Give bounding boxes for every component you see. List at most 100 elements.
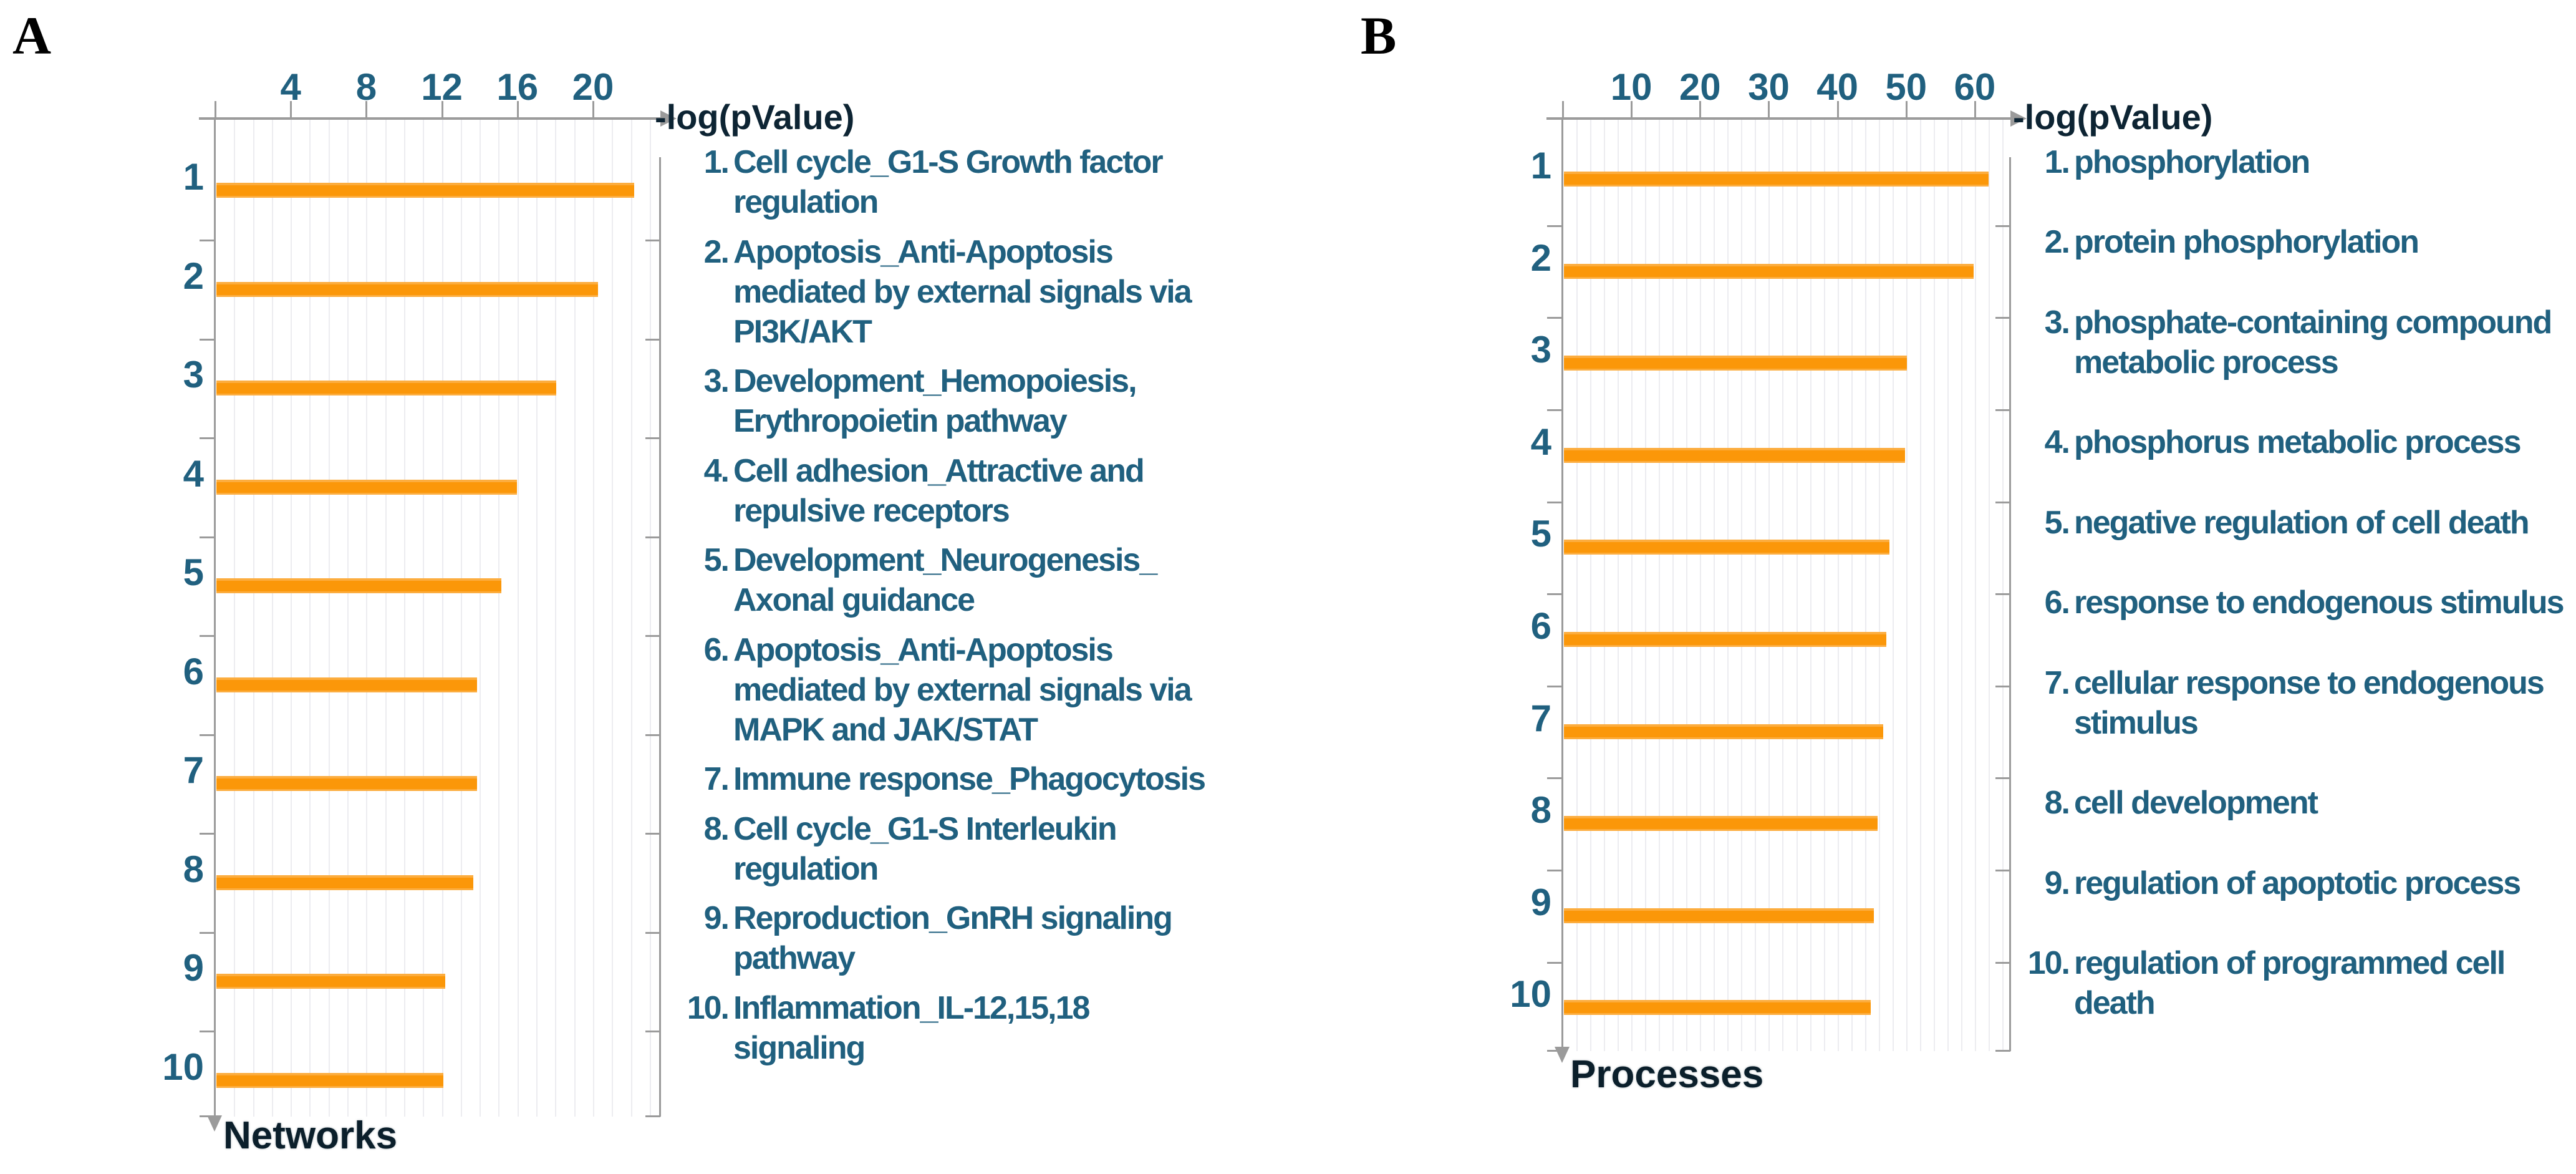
plot-gridline bbox=[498, 120, 500, 1117]
category-axis-tick bbox=[200, 1115, 215, 1117]
list-item-rank: 4. bbox=[2044, 424, 2070, 461]
x-tick-label: 40 bbox=[1816, 66, 1858, 108]
bar bbox=[216, 281, 599, 297]
divider-tick bbox=[1995, 317, 2010, 319]
divider-tick bbox=[645, 1031, 660, 1033]
category-axis-tick bbox=[200, 338, 215, 341]
row-number: 9 bbox=[183, 947, 204, 989]
category-axis-tick bbox=[1547, 409, 1562, 411]
row-number: 9 bbox=[1530, 881, 1551, 923]
x-axis-line bbox=[1546, 117, 2010, 120]
network-term-list: 1. Cell cycle_​G1-S Growth factor regulat… bbox=[666, 142, 1207, 1068]
plot-gridline bbox=[1823, 120, 1825, 1051]
list-item: 6. Apoptosis_​Anti-Apoptosis mediated by … bbox=[666, 630, 1207, 750]
list-item-rank: 10. bbox=[2027, 944, 2070, 981]
x-tick-label: 12 bbox=[421, 66, 463, 108]
x-tick-label: 20 bbox=[572, 66, 614, 108]
category-axis-arrow-icon bbox=[1555, 1047, 1570, 1063]
plot-gridline bbox=[480, 120, 481, 1117]
x-axis-tick bbox=[215, 101, 216, 117]
x-axis-tick bbox=[441, 101, 443, 117]
plot-gridline bbox=[1645, 120, 1647, 1051]
list-item-rank: 7. bbox=[703, 761, 730, 798]
divider-tick bbox=[1995, 409, 2010, 411]
list-item-text: Reproduction_​GnRH signaling pathway bbox=[733, 900, 1173, 977]
x-tick-label: 4 bbox=[280, 66, 301, 108]
bar bbox=[216, 479, 517, 495]
category-axis-line bbox=[214, 117, 216, 1117]
list-item-text: negative regulation of cell death bbox=[2074, 504, 2530, 541]
plot-gridline bbox=[1604, 120, 1606, 1051]
row-number: 6 bbox=[183, 650, 204, 692]
panel-a-label: A bbox=[12, 6, 52, 65]
plot-gridline bbox=[403, 120, 405, 1117]
divider-tick bbox=[645, 833, 660, 835]
plot-gridline bbox=[460, 120, 462, 1117]
row-number: 5 bbox=[1530, 513, 1551, 555]
bar bbox=[216, 183, 634, 198]
plot-gridline bbox=[592, 120, 594, 1117]
list-item-rank: 3. bbox=[2044, 304, 2070, 341]
plot-gridline bbox=[2002, 120, 2004, 1051]
list-item-text: phosphate-containing compound metabolic … bbox=[2074, 304, 2552, 381]
list-item-text: cellular response to endogenous stimulus bbox=[2074, 664, 2545, 741]
row-number: 4 bbox=[183, 452, 204, 495]
list-item-text: Development_​Neurogenesis_​ Axonal guida… bbox=[733, 542, 1157, 619]
category-axis-tick bbox=[200, 635, 215, 638]
x-axis-tick bbox=[516, 101, 519, 117]
x-tick-label: 8 bbox=[355, 66, 377, 108]
divider-tick bbox=[645, 338, 660, 341]
plot-gridline bbox=[1933, 120, 1935, 1051]
list-item-rank: 2. bbox=[2044, 224, 2070, 261]
category-axis-tick bbox=[1547, 501, 1562, 503]
list-item: 4. Cell adhesion_​Attractive and repulsiv… bbox=[666, 451, 1207, 531]
list-item-text: Cell cycle_​G1-S Interleukin regulation bbox=[733, 810, 1117, 887]
category-axis-line bbox=[1561, 117, 1563, 1048]
bar bbox=[1564, 1000, 1871, 1016]
plot-gridline bbox=[1590, 120, 1592, 1051]
bar bbox=[1564, 172, 1989, 187]
plot-gridline bbox=[612, 120, 614, 1117]
category-axis-tick bbox=[200, 931, 215, 934]
row-number: 2 bbox=[1530, 236, 1551, 279]
plot-gridline bbox=[1892, 120, 1894, 1051]
list-item: 1. Cell cycle_​G1-S Growth factor regulat… bbox=[666, 142, 1207, 222]
plot-gridline bbox=[1810, 120, 1811, 1051]
bar bbox=[1564, 540, 1890, 555]
row-number: 10 bbox=[1510, 973, 1551, 1016]
plot-gridline bbox=[1659, 120, 1661, 1051]
divider-tick bbox=[645, 635, 660, 638]
plot-gridline bbox=[366, 120, 368, 1117]
list-item-text: cell development bbox=[2074, 785, 2318, 822]
plot-gridline bbox=[1768, 120, 1770, 1051]
plot-gridline bbox=[1851, 120, 1853, 1051]
x-axis-tick bbox=[1631, 101, 1633, 117]
bar bbox=[216, 776, 478, 791]
bar bbox=[216, 1072, 443, 1088]
row-number: 2 bbox=[183, 255, 204, 297]
list-divider-line bbox=[2009, 157, 2011, 1051]
list-item-text: Development_​Hemopoiesis, Erythropoietin… bbox=[733, 363, 1137, 440]
x-tick-label: 20 bbox=[1679, 66, 1721, 108]
category-axis-tick bbox=[1547, 593, 1562, 596]
bar bbox=[216, 875, 474, 890]
divider-tick bbox=[1995, 961, 2010, 964]
x-axis-tick bbox=[1974, 101, 1976, 117]
divider-tick bbox=[645, 1115, 660, 1117]
bar bbox=[1564, 356, 1907, 371]
x-axis-tick bbox=[1699, 101, 1702, 117]
list-item-text: response to endogenous stimulus bbox=[2074, 585, 2565, 621]
plot-gridline bbox=[517, 120, 519, 1117]
row-number: 1 bbox=[1530, 145, 1551, 187]
list-item: 2. protein phosphorylation bbox=[2014, 222, 2567, 262]
x-axis-tick bbox=[1836, 101, 1839, 117]
divider-tick bbox=[645, 931, 660, 934]
plot-gridline bbox=[1864, 120, 1866, 1051]
category-axis-tick bbox=[200, 833, 215, 835]
list-item-rank: 3. bbox=[703, 363, 730, 400]
list-item: 7. Immune response_​Phagocytosis bbox=[666, 759, 1207, 799]
x-axis-title: -log(pValue) bbox=[2013, 97, 2213, 137]
x-axis-title: -log(pValue) bbox=[655, 97, 855, 137]
